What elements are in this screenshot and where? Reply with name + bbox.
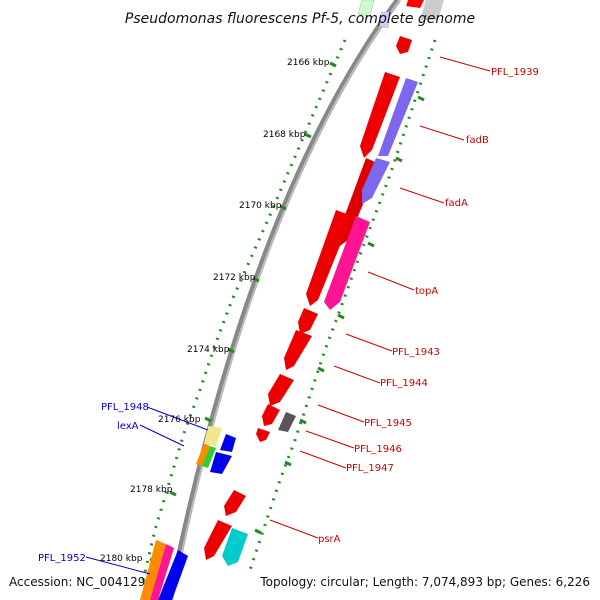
feature-top-green — [357, 0, 375, 17]
kbp-label-2178: 2178 kbp — [130, 485, 173, 495]
kbp-label-2174: 2174 kbp — [187, 345, 230, 355]
genome-summary-text: Topology: circular; Length: 7,074,893 bp… — [259, 575, 590, 589]
gene-fada[interactable] — [362, 158, 390, 204]
gene-pfl1948-khaki[interactable] — [204, 426, 222, 446]
label-pfl1947: PFL_1947 — [346, 463, 394, 474]
gene-blue-1[interactable] — [220, 434, 236, 452]
gene-pfl1947[interactable] — [256, 428, 270, 442]
forward-label-leaders — [269, 56, 491, 539]
label-pfl1944: PFL_1944 — [380, 378, 428, 389]
gene-pfl1943[interactable] — [298, 308, 318, 334]
outer-tick-track — [140, 39, 347, 586]
gene-topa-red[interactable] — [306, 210, 352, 306]
genome-backbone — [167, 0, 401, 600]
label-pfl1943: PFL_1943 — [392, 347, 440, 358]
kbp-label-2170: 2170 kbp — [239, 201, 282, 211]
gene-orange-small[interactable] — [196, 444, 210, 466]
gene-fadb[interactable] — [378, 78, 418, 156]
label-pfl1946: PFL_1946 — [354, 444, 402, 455]
label-pfl1945: PFL_1945 — [364, 418, 412, 429]
feature-top-lavender — [377, 11, 391, 29]
label-pfl1939: PFL_1939 — [491, 67, 539, 78]
label-lexa: lexA — [117, 421, 139, 432]
left-strand-genes — [140, 426, 236, 600]
reverse-strand-colored-genes — [222, 78, 418, 566]
kbp-label-2172: 2172 kbp — [213, 273, 256, 283]
gene-cyan[interactable] — [222, 528, 248, 566]
feature-top-red — [406, 0, 424, 8]
gene-pfl1945[interactable] — [268, 374, 294, 406]
forward-strand-genes — [204, 36, 412, 560]
inner-tick-marks — [254, 95, 425, 535]
label-psra: psrA — [318, 534, 341, 545]
gene-lexa-green[interactable] — [202, 446, 216, 468]
genome-backbone-highlight — [171, 0, 401, 600]
reverse-label-leaders — [85, 406, 209, 575]
label-pfl1952: PFL_1952 — [38, 553, 86, 564]
gene-grey-block[interactable] — [278, 412, 296, 432]
gene-pfl1939[interactable] — [396, 36, 412, 54]
gene-blue-bottom[interactable] — [158, 550, 188, 600]
label-fadb: fadB — [466, 135, 489, 146]
label-fada: fadA — [445, 198, 468, 209]
map-title: Pseudomonas fluorescens Pf-5, complete g… — [125, 11, 475, 27]
kbp-label-2180: 2180 kbp — [100, 554, 143, 564]
accession-text: Accession: NC_004129 — [9, 575, 145, 589]
kbp-label-2168: 2168 kbp — [263, 130, 306, 140]
gene-pink-bottom[interactable] — [150, 544, 174, 600]
gene-psra-red[interactable] — [224, 490, 246, 516]
gene-topa[interactable] — [324, 216, 370, 310]
gene-pfl1946[interactable] — [262, 404, 280, 426]
label-pfl1948: PFL_1948 — [101, 402, 149, 413]
kbp-label-2166: 2166 kbp — [287, 58, 330, 68]
inner-tick-track — [248, 39, 437, 571]
gene-fadb-red[interactable] — [360, 72, 400, 158]
kbp-label-2176: 2176 kbp — [158, 415, 201, 425]
gene-pfl1944[interactable] — [284, 330, 312, 370]
feature-top-grey — [420, 0, 444, 20]
label-topa: topA — [415, 286, 438, 297]
gene-red-bottom[interactable] — [204, 520, 232, 560]
gene-blue-2[interactable] — [210, 452, 232, 474]
gene-orange-bottom[interactable] — [140, 540, 166, 600]
